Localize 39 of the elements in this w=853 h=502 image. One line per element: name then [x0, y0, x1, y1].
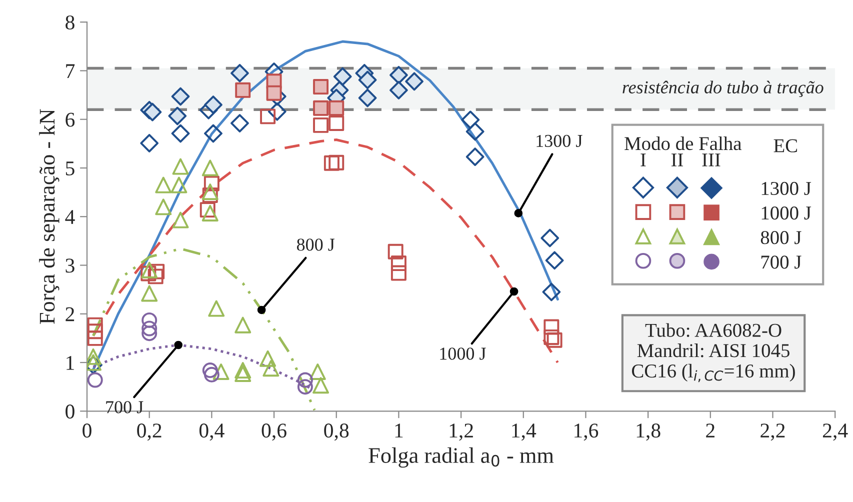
y-tick-label: 7 [66, 64, 75, 78]
x-tick-label: 2 [706, 424, 714, 438]
x-tick-label: 1,2 [450, 424, 473, 441]
annotation: II [671, 154, 684, 166]
x-tick-label: 0 [82, 424, 92, 438]
y-tick-label: 8 [66, 15, 74, 30]
y-tick-label: 3 [66, 258, 74, 273]
y-tick-label: 4 [65, 210, 75, 224]
y-tick-label: 0 [66, 404, 74, 419]
y-tick-label: 1 [66, 356, 74, 370]
legend-label: 700 J [761, 256, 802, 269]
annotation: I [640, 154, 646, 166]
annotation: 700 J [106, 401, 144, 414]
annotation: 800 J [296, 238, 335, 251]
x-tick-label: 1,8 [636, 424, 660, 441]
band-label: resistência do tubo à tração [622, 80, 824, 98]
annotation: 1000 J [440, 348, 486, 360]
y-tick-label: 2 [66, 307, 74, 322]
legend-label: 1300 J [762, 182, 812, 196]
x-tick-label: 2,4 [822, 424, 848, 441]
x-tick-label: 0,8 [324, 424, 349, 441]
legend-label: 800 J [760, 231, 802, 244]
x-tick-label: 0,6 [262, 424, 286, 441]
y-tick-label: 6 [66, 112, 75, 127]
annotation: 1300 J [536, 134, 582, 148]
annotation: III [702, 154, 720, 166]
annotation: EC [774, 139, 797, 152]
x-tick-label: 1,6 [574, 424, 598, 441]
annotation: Tubo: AA6082-O Mandril: AISI 1045 CC16 (l$_{i,CC}$=16 mm) [632, 323, 795, 382]
y-axis-title: Força de separação - kN [39, 109, 60, 324]
x-tick-label: 0,2 [137, 424, 162, 441]
legend-title: Modo de Falha [624, 136, 742, 150]
legend-label: 1000 J [762, 206, 812, 220]
x-tick-label: 2,2 [760, 424, 785, 441]
x-axis-title: Folga radial a$_{0}$ - mm [368, 447, 554, 468]
x-tick-label: 0,4 [199, 424, 224, 441]
x-tick-label: 1 [395, 424, 403, 438]
x-tick-label: 1,4 [512, 424, 536, 441]
y-tick-label: 5 [66, 162, 74, 176]
